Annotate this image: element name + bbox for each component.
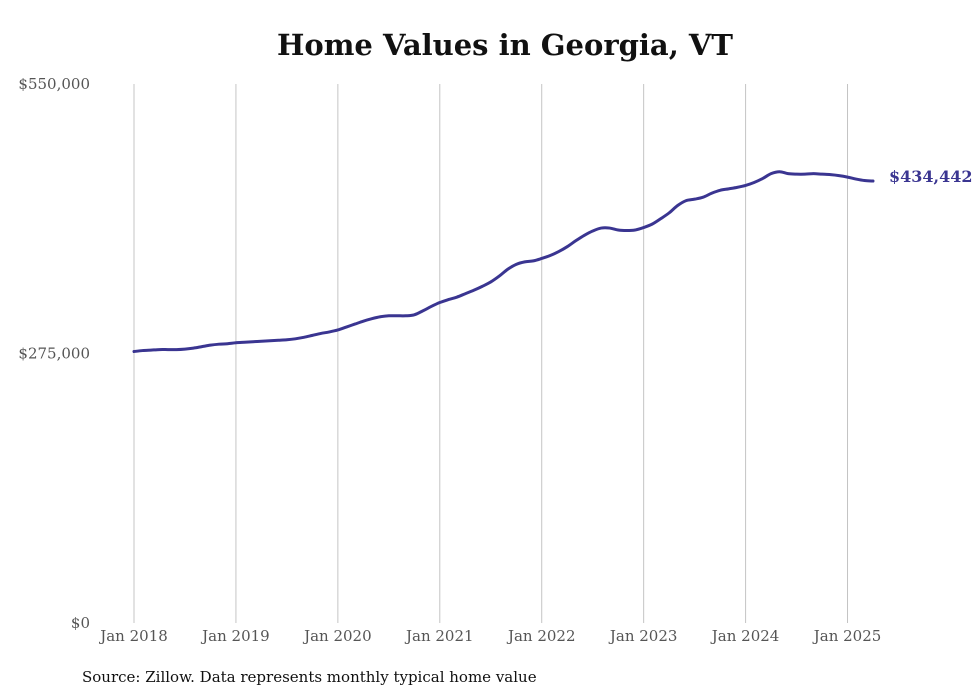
end-value-label: $434,442 (889, 167, 973, 186)
label-layer: $434,442 (889, 167, 973, 186)
x-tick-label: Jan 2021 (404, 627, 474, 645)
x-tick-label: Jan 2025 (812, 627, 882, 645)
x-tick-label: Jan 2020 (302, 627, 372, 645)
y-tick-label: $275,000 (18, 345, 90, 363)
x-tick-label: Jan 2018 (98, 627, 168, 645)
chart-title: Home Values in Georgia, VT (277, 28, 733, 62)
x-tick-label: Jan 2024 (710, 627, 780, 645)
series-layer (132, 170, 875, 354)
x-tick-label: Jan 2023 (608, 627, 678, 645)
axis-layer: Jan 2018 Jan 2019 Jan 2020 Jan 2021 Jan 2022… (18, 75, 881, 645)
x-tick-label: Jan 2022 (506, 627, 576, 645)
x-tick-label: Jan 2019 (200, 627, 270, 645)
grid-layer (133, 84, 849, 623)
series-line (132, 170, 875, 354)
y-tick-label: $0 (71, 614, 90, 632)
source-note: Source: Zillow. Data represents monthly … (82, 668, 537, 686)
y-tick-label: $550,000 (18, 75, 90, 93)
